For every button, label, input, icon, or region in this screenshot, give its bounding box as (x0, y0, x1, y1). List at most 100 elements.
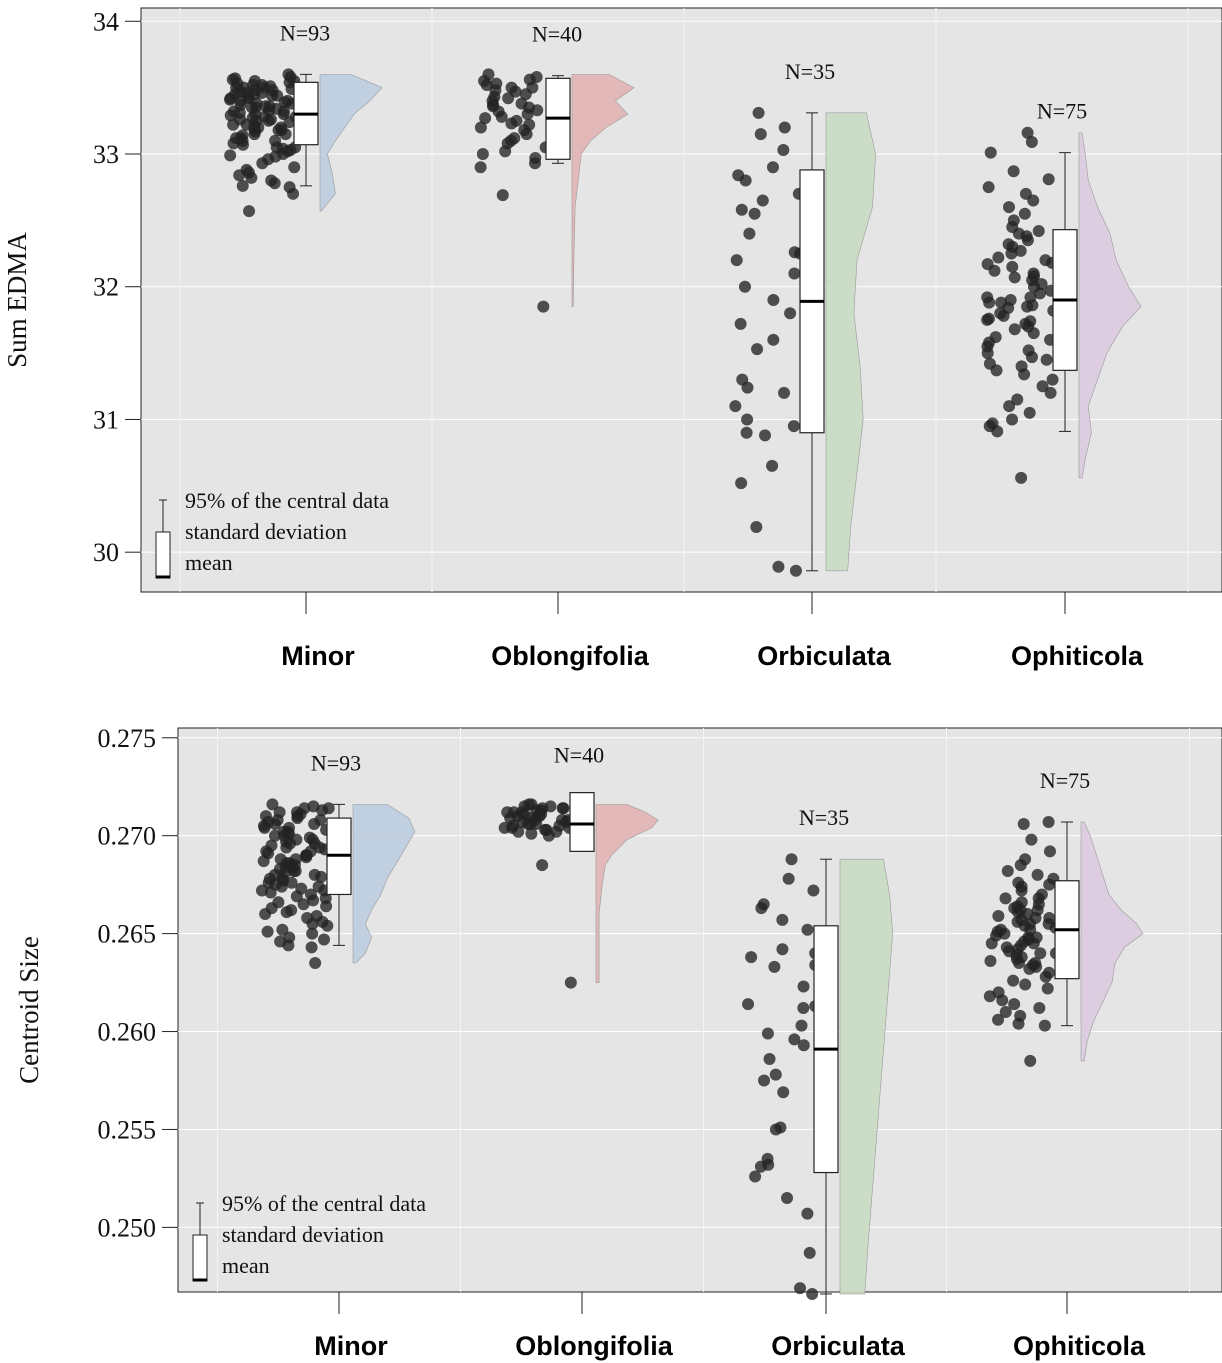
data-point (990, 364, 1003, 377)
data-point (498, 821, 511, 834)
data-point (789, 564, 802, 577)
data-point (763, 1052, 776, 1065)
data-point (1043, 845, 1056, 858)
data-point (1023, 406, 1036, 419)
data-point (759, 429, 772, 442)
data-point (797, 1002, 810, 1015)
data-point (981, 291, 994, 304)
data-point (807, 884, 820, 897)
group-orbiculata: N=35 (729, 59, 876, 577)
data-point (1008, 998, 1021, 1011)
data-point (1022, 931, 1035, 944)
x-category-label: Oblongifolia (491, 641, 649, 671)
data-point (273, 806, 286, 819)
data-point (224, 149, 237, 162)
data-point (564, 976, 577, 989)
data-point (230, 132, 243, 145)
data-point (263, 100, 276, 113)
data-point (1033, 287, 1046, 300)
group-minor: N=93 (224, 20, 383, 218)
data-point (742, 998, 755, 1011)
data-point (1025, 136, 1038, 149)
data-point (777, 144, 790, 157)
data-point (1003, 201, 1016, 214)
n-label: N=40 (532, 22, 582, 47)
data-point (234, 113, 247, 126)
legend-box (192, 1234, 208, 1282)
data-point (280, 906, 293, 919)
data-point (1012, 1017, 1025, 1030)
data-point (1014, 904, 1027, 917)
data-point (1039, 970, 1052, 983)
data-point (496, 189, 509, 202)
data-point (1018, 207, 1031, 220)
x-category-label: Orbiculata (771, 1331, 906, 1361)
data-point (501, 806, 514, 819)
data-point (277, 108, 290, 121)
data-point (801, 923, 814, 936)
data-point (1027, 327, 1040, 340)
data-point (308, 817, 321, 830)
data-point (794, 1282, 807, 1295)
data-point (1046, 373, 1059, 386)
y-tick-label: 30 (93, 538, 119, 567)
density-cloud (571, 74, 635, 307)
data-point (778, 386, 791, 399)
data-point (769, 1123, 782, 1136)
data-point (318, 933, 331, 946)
data-point (748, 207, 761, 220)
data-point (788, 1033, 801, 1046)
y-tick-label: 0.250 (98, 1213, 157, 1242)
data-point (258, 821, 271, 834)
data-point (738, 280, 751, 293)
data-point (740, 426, 753, 439)
density-cloud (825, 112, 876, 572)
data-point (1011, 393, 1024, 406)
data-point (781, 1192, 794, 1204)
data-point (486, 100, 499, 113)
data-point (994, 923, 1007, 936)
data-point (1031, 868, 1044, 881)
data-point (1025, 833, 1038, 846)
data-point (248, 88, 261, 101)
data-point (276, 923, 289, 936)
legend-item: standard deviation (222, 1222, 384, 1247)
x-category-label: Minor (281, 641, 355, 671)
data-point (268, 817, 281, 830)
data-point (306, 927, 319, 940)
data-point (782, 872, 795, 885)
n-label: N=75 (1037, 99, 1087, 124)
legend-item: 95% of the central data (185, 488, 389, 513)
legend-item: mean (222, 1253, 270, 1278)
data-point (1043, 911, 1056, 924)
data-point (1015, 471, 1028, 484)
data-point (224, 109, 237, 122)
data-point (788, 267, 801, 280)
data-point (1003, 400, 1016, 413)
data-point (1013, 957, 1026, 969)
data-point (236, 179, 249, 192)
data-point (768, 960, 781, 973)
data-point (529, 157, 542, 170)
data-point (745, 951, 758, 964)
data-point (992, 910, 1005, 922)
group-oblongifolia: N=40 (498, 743, 659, 989)
data-point (1036, 380, 1049, 393)
data-point (557, 802, 570, 815)
data-point (266, 89, 279, 102)
x-category-label: Orbiculata (757, 641, 892, 671)
data-point (320, 900, 333, 913)
data-point (522, 798, 535, 811)
data-point (275, 121, 288, 134)
group-orbiculata: N=35 (742, 805, 894, 1300)
data-point (1044, 386, 1057, 399)
data-point (997, 309, 1010, 322)
data-point (988, 264, 1001, 277)
data-point (1008, 271, 1021, 284)
data-point (754, 1160, 767, 1173)
data-point (224, 92, 237, 105)
data-point (754, 128, 767, 141)
data-point (521, 817, 534, 830)
x-category-label: Ophiticola (1011, 641, 1144, 671)
density-cloud (352, 804, 416, 964)
